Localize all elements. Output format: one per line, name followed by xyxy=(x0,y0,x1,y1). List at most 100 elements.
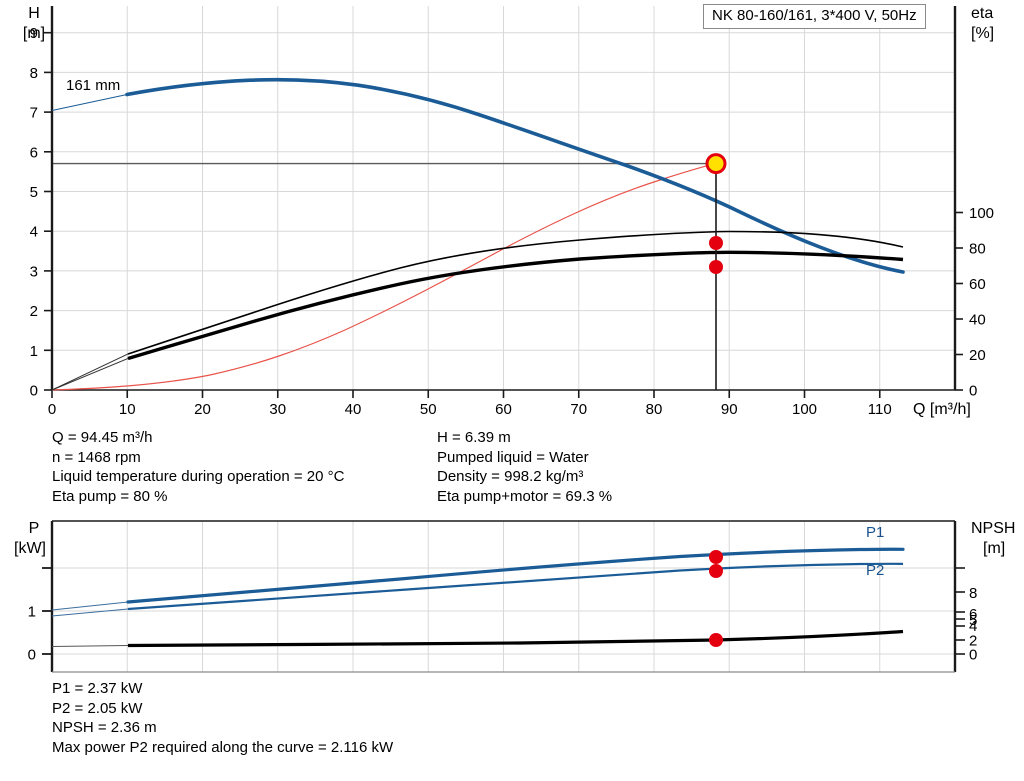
q-tick-70: 70 xyxy=(570,401,587,418)
eta-axis-tick-labels: 0 20 40 60 80 100 xyxy=(969,205,994,400)
npsh-tick-2: 2 xyxy=(969,633,977,650)
head-curve xyxy=(125,77,905,274)
h-axis-ticks xyxy=(44,31,52,391)
eta-pump-curve xyxy=(51,163,717,391)
q-tick-110: 110 xyxy=(868,401,892,418)
npsh-axis-tick-labels: 0 2 4 5 6 8 xyxy=(969,585,977,664)
q-axis-label: Q [m³/h] xyxy=(913,401,971,418)
info-right-line-2: Pumped liquid = Water xyxy=(437,448,589,466)
q-tick-10: 10 xyxy=(119,401,136,418)
npsh-tick-8: 8 xyxy=(969,585,977,602)
eta-motor-curve-extension xyxy=(51,353,129,391)
h-tick-4: 4 xyxy=(30,224,38,241)
p-axis-tick-labels: 0 1 xyxy=(28,604,36,664)
pump-title-label: NK 80-160/161, 3*400 V, 50Hz xyxy=(712,7,917,24)
q-tick-80: 80 xyxy=(646,401,663,418)
operating-data-left: Q = 94.45 m³/h n = 1468 rpm Liquid tempe… xyxy=(52,428,344,506)
impeller-diameter-label: 161 mm xyxy=(66,77,120,94)
h-axis-label-unit2: [m] xyxy=(23,25,45,42)
h-tick-6: 6 xyxy=(30,144,38,161)
eta-pump-curve-extension xyxy=(51,358,129,391)
info-bottom-line-3: NPSH = 2.36 m xyxy=(52,719,157,736)
q-tick-30: 30 xyxy=(269,401,286,418)
info-bottom-line-2: P2 = 2.05 kW xyxy=(52,699,143,717)
eta-tick-40: 40 xyxy=(969,312,986,329)
npsh-marker xyxy=(709,633,723,647)
p2-curve-extension xyxy=(51,608,129,617)
npsh-tick-5: 5 xyxy=(969,612,977,629)
q-tick-100: 100 xyxy=(792,401,817,418)
head-curve-extension xyxy=(51,93,128,112)
npsh-axis-label-unit2: [m] xyxy=(983,540,1005,557)
info-bottom-line-1: P1 = 2.37 kW xyxy=(52,680,143,697)
eta-pump-marker xyxy=(709,260,723,274)
h-tick-0: 0 xyxy=(30,383,38,400)
info-right-line-1: H = 6.39 m xyxy=(437,429,511,446)
power-vertical-gridlines xyxy=(126,521,881,672)
info-right-line-4: Eta pump+motor = 69.3 % xyxy=(437,487,613,505)
npsh-axis-ticks xyxy=(955,567,965,655)
eta-tick-0: 0 xyxy=(969,383,977,400)
p-axis-label-unit1: P xyxy=(29,520,40,537)
npsh-tick-0: 0 xyxy=(969,647,977,664)
info-right-line-3: Density = 998.2 kg/m³ xyxy=(437,468,584,485)
horizontal-gridlines-h xyxy=(52,32,955,351)
npsh-axis-label-unit1: NPSH xyxy=(971,520,1015,537)
operating-data-right: H = 6.39 m Pumped liquid = Water Density… xyxy=(437,428,612,506)
pump-title-box: NK 80-160/161, 3*400 V, 50Hz xyxy=(703,4,926,29)
p-axis-ticks xyxy=(42,567,52,655)
q-tick-50: 50 xyxy=(420,401,437,418)
p1-curve xyxy=(126,547,905,604)
eta-axis-label-unit2: [%] xyxy=(971,25,994,42)
duty-point-marker[interactable] xyxy=(705,153,727,175)
p1-curve-extension xyxy=(51,601,129,611)
info-left-line-2: n = 1468 rpm xyxy=(52,448,141,466)
h-tick-7: 7 xyxy=(30,105,38,122)
npsh-curve xyxy=(127,629,904,648)
info-left-line-3: Liquid temperature during operation = 20… xyxy=(52,468,345,485)
q-tick-90: 90 xyxy=(721,401,738,418)
h-tick-1: 1 xyxy=(30,343,38,360)
p2-series-label: P2 xyxy=(866,562,884,579)
h-tick-9: 9 xyxy=(30,25,38,42)
p-axis-label-unit2: [kW] xyxy=(14,540,46,557)
h-tick-5: 5 xyxy=(30,184,38,201)
p-tick-0: 0 xyxy=(28,647,36,664)
h-axis-label-unit1: H xyxy=(28,5,40,22)
eta-axis-ticks xyxy=(955,211,963,391)
eta-motor-marker xyxy=(709,236,723,250)
power-chart-svg: 0 1 0 2 4 5 6 8 P xyxy=(14,520,1015,673)
eta-pump-curve-black xyxy=(127,250,904,361)
eta-tick-20: 20 xyxy=(969,347,986,364)
p-tick-1: 1 xyxy=(28,604,36,621)
eta-tick-60: 60 xyxy=(969,276,986,293)
h-tick-8: 8 xyxy=(30,65,38,82)
npsh-tick-4: 4 xyxy=(969,618,977,635)
q-tick-0: 0 xyxy=(48,401,56,418)
head-chart-svg: 0 1 2 3 4 5 6 7 8 9 0 xyxy=(23,5,994,418)
npsh-curve-extension xyxy=(51,645,129,647)
power-results-block: P1 = 2.37 kW P2 = 2.05 kW NPSH = 2.36 m … xyxy=(52,679,393,757)
q-axis-ticks xyxy=(51,390,881,398)
q-tick-60: 60 xyxy=(495,401,512,418)
p1-series-label: P1 xyxy=(866,524,884,541)
eta-tick-100: 100 xyxy=(969,205,994,222)
p1-marker xyxy=(709,550,723,564)
power-horizontal-gridlines xyxy=(52,567,955,655)
q-tick-40: 40 xyxy=(345,401,362,418)
info-left-line-1: Q = 94.45 m³/h xyxy=(52,429,153,446)
h-axis-tick-labels: 0 1 2 3 4 5 6 7 8 9 xyxy=(30,25,38,399)
vertical-gridlines xyxy=(126,6,881,390)
p2-marker xyxy=(709,564,723,578)
info-bottom-line-4: Max power P2 required along the curve = … xyxy=(52,738,394,756)
q-axis-tick-labels: 0 10 20 30 40 50 60 70 80 90 100 110 xyxy=(48,401,892,418)
info-left-line-4: Eta pump = 80 % xyxy=(52,487,168,505)
eta-pump-motor-curve xyxy=(127,230,904,355)
p2-curve xyxy=(127,562,904,611)
eta-axis-label-unit1: eta xyxy=(971,5,993,22)
npsh-tick-6: 6 xyxy=(969,606,977,623)
eta-tick-80: 80 xyxy=(969,241,986,258)
power-npsh-chart: 0 1 0 2 4 5 6 8 P xyxy=(0,515,1024,680)
h-tick-2: 2 xyxy=(30,303,38,320)
